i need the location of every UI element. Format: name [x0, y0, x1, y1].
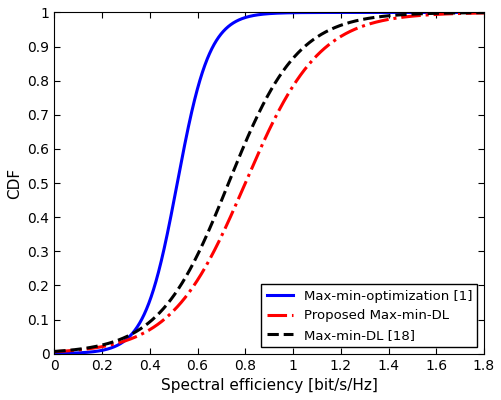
Max-min-optimization [1] — [425, 10, 431, 15]
Line: Max-min-DL [18]: Max-min-DL [18] — [54, 13, 483, 352]
Line: Max-min-optimization [1]: Max-min-optimization [1] — [54, 12, 483, 354]
Max-min-optimization [1] — [126, 335, 132, 340]
Max-min-optimization [1] — [100, 348, 106, 352]
Proposed Max-min-DL — [51, 349, 57, 354]
X-axis label: Spectral efficiency [bit/s/Hz]: Spectral efficiency [bit/s/Hz] — [160, 378, 377, 393]
Max-min-DL [18] — [425, 11, 431, 16]
Max-min-optimization [1] — [480, 10, 486, 15]
Proposed Max-min-DL — [234, 198, 240, 203]
Proposed Max-min-DL — [100, 344, 106, 349]
Max-min-DL [18] — [215, 204, 221, 209]
Max-min-DL [18] — [126, 333, 132, 338]
Proposed Max-min-DL — [425, 12, 431, 17]
Proposed Max-min-DL — [480, 10, 486, 15]
Max-min-optimization [1] — [471, 10, 477, 15]
Proposed Max-min-DL — [126, 337, 132, 342]
Proposed Max-min-DL — [215, 239, 221, 244]
Proposed Max-min-DL — [471, 11, 477, 16]
Max-min-DL [18] — [480, 10, 486, 15]
Max-min-optimization [1] — [215, 34, 221, 39]
Legend: Max-min-optimization [1], Proposed Max-min-DL, Max-min-DL [18]: Max-min-optimization [1], Proposed Max-m… — [261, 284, 476, 347]
Y-axis label: CDF: CDF — [7, 168, 22, 199]
Max-min-DL [18] — [471, 10, 477, 15]
Max-min-optimization [1] — [51, 351, 57, 356]
Max-min-DL [18] — [100, 342, 106, 347]
Max-min-DL [18] — [51, 349, 57, 354]
Line: Proposed Max-min-DL: Proposed Max-min-DL — [54, 13, 483, 352]
Max-min-DL [18] — [234, 158, 240, 163]
Max-min-optimization [1] — [234, 18, 240, 23]
